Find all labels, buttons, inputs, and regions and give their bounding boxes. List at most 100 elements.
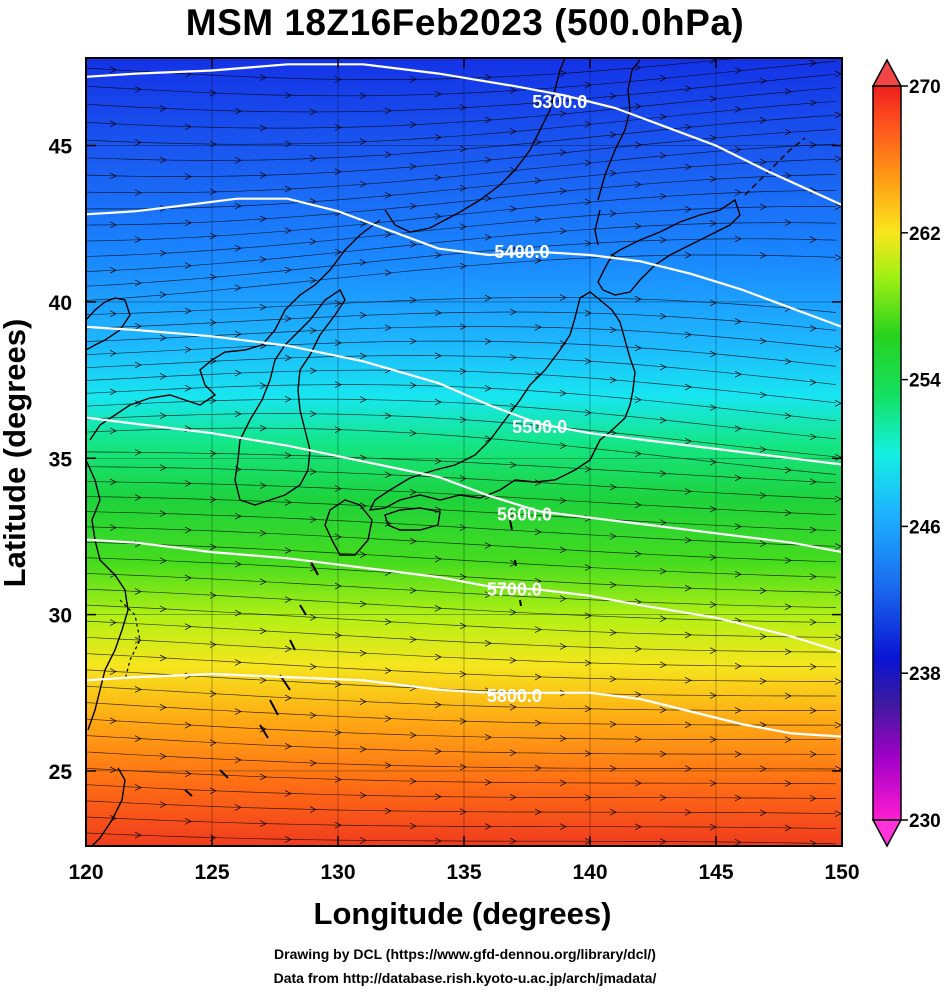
streamline: [86, 466, 837, 500]
streamline-arrow: [334, 632, 342, 639]
streamline-arrow: [434, 653, 442, 661]
streamline-arrow: [159, 373, 167, 380]
streamline-arrow: [734, 838, 742, 846]
streamline-arrow: [284, 645, 292, 653]
streamline-arrow: [659, 416, 667, 424]
streamline-arrow: [784, 88, 792, 95]
streamline-arrow: [484, 294, 492, 302]
streamline-arrow: [284, 452, 292, 459]
streamline-arrow: [809, 750, 817, 758]
streamline-arrow: [410, 867, 416, 873]
streamline-arrow: [384, 762, 392, 769]
credit-drawing: Drawing by DCL (https://www.gfd-dennou.o…: [274, 946, 656, 962]
streamline-arrow: [534, 257, 542, 264]
streamline: [86, 340, 837, 367]
streamline-arrow: [759, 77, 767, 85]
streamline-arrow: [159, 249, 167, 257]
streamline-arrow: [684, 123, 692, 131]
streamline-arrow: [109, 310, 117, 318]
streamline-arrow: [109, 524, 117, 531]
streamline-arrow: [209, 140, 217, 148]
streamline: [86, 636, 837, 668]
streamline-arrow: [584, 612, 592, 620]
streamline-arrow: [709, 601, 717, 609]
streamline-arrow: [434, 309, 442, 317]
streamline: [86, 526, 837, 563]
streamline-arrow: [459, 368, 467, 375]
streamline-arrow: [634, 64, 642, 71]
streamline-arrow: [160, 849, 166, 855]
streamline-arrow: [184, 123, 192, 131]
streamline-arrow: [309, 614, 317, 621]
streamline-arrow: [309, 367, 317, 375]
streamline-arrow: [209, 592, 217, 599]
streamline-arrow: [159, 156, 167, 164]
streamline-arrow: [509, 354, 517, 361]
streamline-arrow: [359, 311, 367, 319]
streamline-arrow: [234, 708, 242, 715]
streamline-arrow: [634, 141, 642, 149]
streamline-arrow: [535, 853, 541, 859]
streamline-arrow: [284, 694, 292, 702]
streamline-arrow: [284, 266, 292, 274]
streamline-arrow: [634, 823, 642, 831]
streamline-arrow: [609, 808, 617, 816]
streamline-arrow: [709, 779, 717, 787]
streamline-arrow: [784, 509, 792, 517]
streamline-arrow: [459, 524, 467, 531]
streamline-arrow: [759, 116, 767, 124]
streamline-arrow: [234, 107, 242, 115]
streamline: [86, 143, 837, 194]
streamline-arrow: [209, 357, 217, 365]
x-axis-ticks: 120 125 130 135 140 145 150: [68, 58, 860, 884]
streamline-arrow: [409, 241, 417, 248]
streamline-arrow: [559, 643, 567, 650]
streamline-arrow: [334, 168, 342, 176]
streamline-arrow: [484, 823, 492, 830]
streamline-arrow: [709, 554, 717, 561]
streamline-arrow: [409, 121, 417, 128]
streamline-arrow: [334, 426, 342, 433]
streamline: [86, 413, 837, 458]
streamline-arrow: [384, 412, 392, 420]
streamline-arrow: [459, 184, 467, 192]
streamline-arrow: [334, 681, 342, 688]
colorbar-tick-label: 238: [909, 664, 941, 685]
streamline-arrow: [559, 735, 567, 742]
colorbar-tick-label: 262: [909, 224, 941, 245]
streamline-arrow: [184, 346, 192, 353]
streamline-arrow: [509, 205, 517, 213]
streamline-arrow: [409, 429, 417, 437]
streamline-arrow: [659, 74, 667, 82]
streamline-arrow: [284, 836, 292, 843]
streamline-arrow: [334, 485, 342, 492]
streamline-arrow: [384, 807, 392, 815]
streamline-arrow: [109, 221, 117, 229]
streamline-arrow: [259, 773, 267, 781]
streamline-arrow: [309, 663, 317, 671]
streamline-arrow: [509, 793, 517, 801]
streamline-arrow: [734, 105, 742, 113]
streamline-arrow: [409, 337, 417, 345]
streamline-arrow: [234, 512, 242, 520]
streamline-arrow: [209, 543, 217, 551]
contour-line: [86, 538, 842, 654]
streamline-arrow: [184, 623, 192, 630]
streamline: [86, 451, 837, 484]
streamline: [86, 496, 837, 531]
streamline-arrow: [234, 202, 242, 210]
streamline-arrow: [434, 555, 442, 563]
streamline-arrow: [709, 736, 717, 743]
streamline-arrow: [109, 349, 117, 357]
streamline-arrow: [234, 156, 242, 164]
y-tick-label: 35: [49, 448, 73, 471]
streamline-arrow: [109, 388, 117, 396]
streamline-arrow: [359, 220, 367, 228]
colorbar-tick-label: 254: [909, 371, 941, 392]
streamline-arrow: [634, 550, 642, 558]
streamline-arrow: [234, 609, 242, 617]
streamline: [86, 735, 836, 755]
streamline-arrow: [734, 523, 742, 530]
streamline-arrow: [134, 86, 142, 93]
streamline-arrow: [559, 294, 567, 301]
